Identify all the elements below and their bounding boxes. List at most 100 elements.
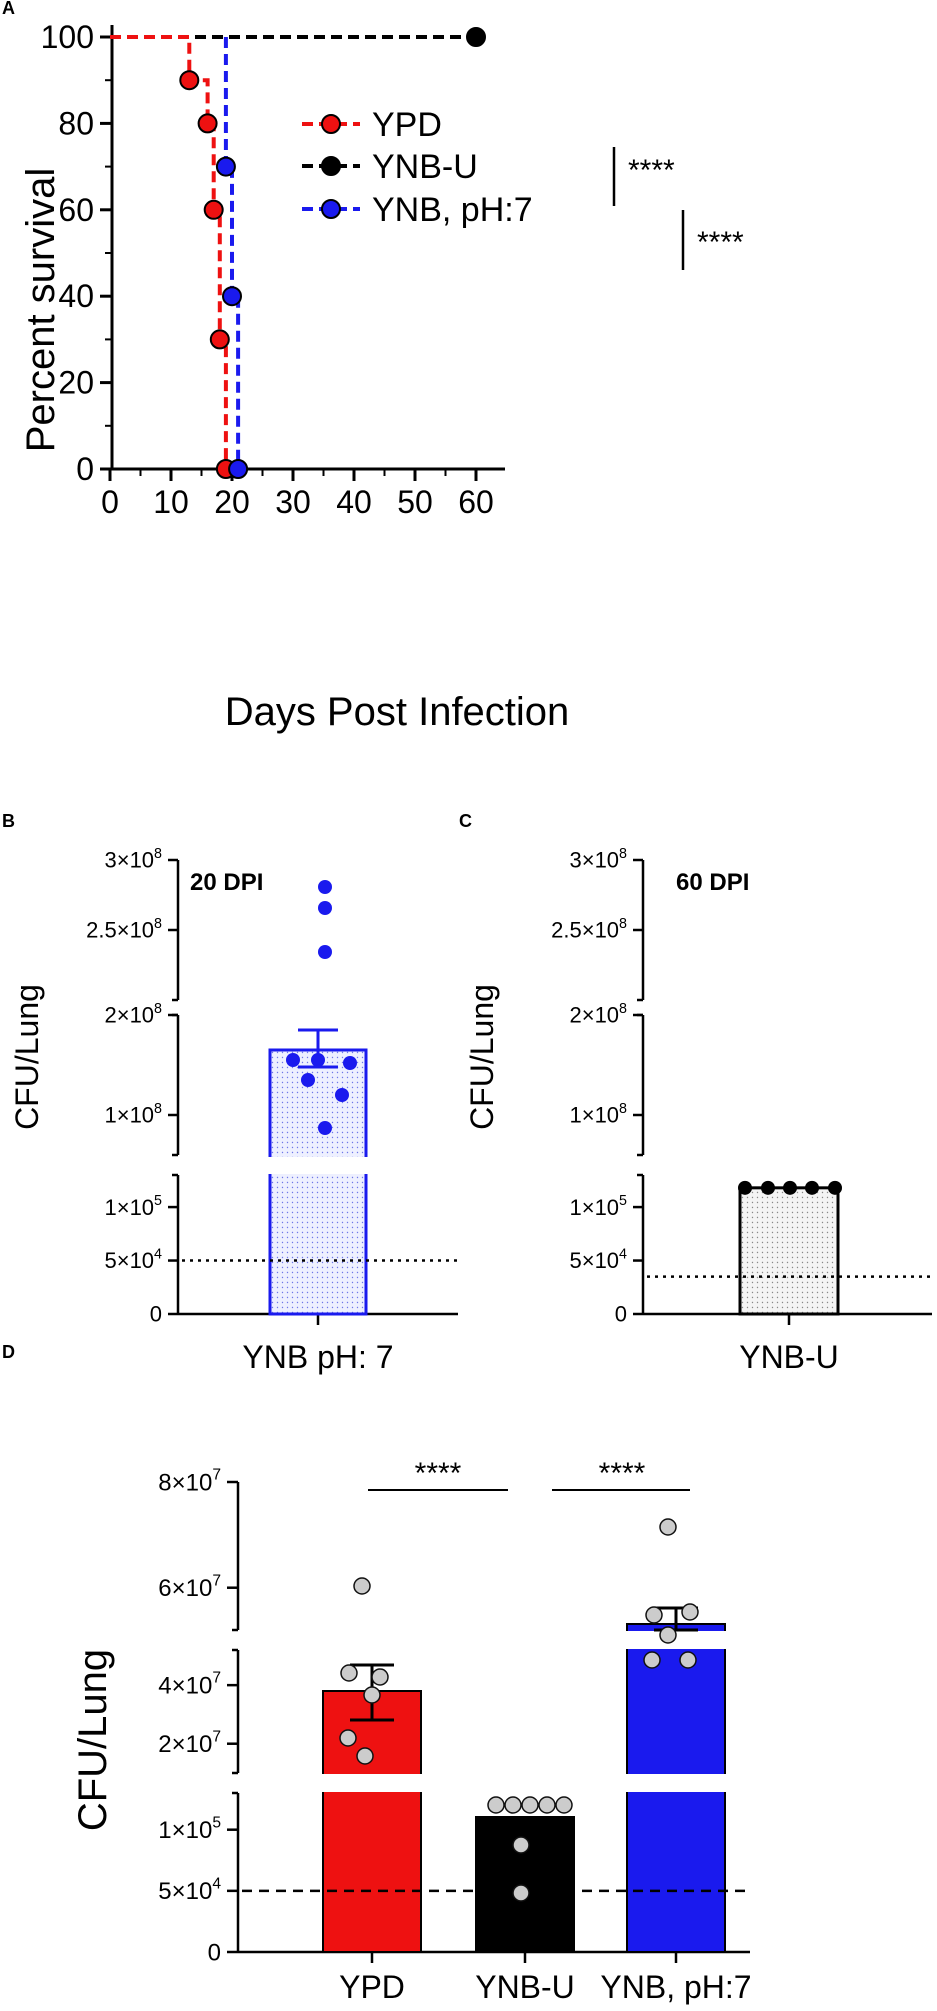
data-point	[371, 1668, 389, 1686]
y-tick-label: 2.5×108	[551, 916, 627, 943]
panel-c-marks	[647, 1180, 932, 1316]
y-tick-label: 2×108	[569, 1001, 627, 1028]
survival-point	[222, 286, 242, 307]
panel-b-ylabel: CFU/Lung	[9, 984, 45, 1130]
data-point	[521, 1796, 539, 1814]
legend-label: YNB, pH:7	[372, 191, 533, 229]
data-point	[356, 1747, 374, 1765]
data-point	[761, 1180, 775, 1195]
survival-point	[228, 459, 249, 479]
data-point	[487, 1796, 505, 1814]
y-tick-label: 4×107	[158, 1670, 221, 1700]
significance-stars: ****	[599, 1457, 646, 1490]
survival-point	[209, 329, 230, 350]
y-tick-label: 2×108	[104, 1001, 162, 1028]
data-point	[555, 1796, 573, 1814]
x-tick-label: 50	[397, 484, 433, 520]
panel-a-significance: **** ****	[612, 147, 744, 270]
panel-a-xlabel: Days Post Infection	[225, 690, 570, 734]
panel-c-ylabel: CFU/Lung	[464, 984, 500, 1130]
bar-ynb-u	[738, 1186, 840, 1316]
panel-a-legend: YPD YNB-U YNB, pH:7	[302, 106, 533, 229]
panel-b-axes: 0 5×104 1×105 1×108 2×108 2.5×108 3×108	[86, 846, 458, 1327]
panel-d-significance: **** ****	[368, 1457, 690, 1491]
data-point	[286, 1053, 300, 1067]
y-tick-label: 20	[58, 365, 94, 401]
data-point	[512, 1836, 530, 1854]
panel-d-category: YPD	[339, 1969, 405, 2005]
survival-point	[197, 113, 218, 134]
y-tick-label: 1×105	[104, 1193, 162, 1220]
panel-a-series	[110, 27, 486, 479]
panel-label-c: C	[459, 811, 472, 831]
y-tick-label: 1×105	[158, 1814, 221, 1844]
y-tick-label: 8×107	[158, 1467, 221, 1497]
legend-marker	[321, 114, 341, 134]
y-tick-label: 1×105	[569, 1193, 627, 1220]
panel-b-annotation: 20 DPI	[190, 869, 263, 896]
data-point	[679, 1651, 697, 1669]
data-point	[343, 1056, 357, 1070]
data-point	[828, 1180, 842, 1195]
survival-point	[203, 199, 224, 220]
panel-b: 0 5×104 1×105 1×108 2×108 2.5×108 3×108 20 DPI…	[9, 846, 458, 1375]
y-tick-label: 40	[58, 278, 94, 314]
y-tick-label: 0	[615, 1302, 627, 1327]
axis-break-gap	[268, 1157, 368, 1174]
data-point	[805, 1180, 819, 1195]
data-point	[339, 1729, 357, 1747]
x-tick-label: 0	[101, 484, 119, 520]
panel-d-marks	[242, 1518, 750, 1953]
panel-d-category: YNB, pH:7	[600, 1969, 751, 2005]
x-tick-label: 10	[153, 484, 189, 520]
x-tick-label: 60	[458, 484, 494, 520]
data-point	[645, 1606, 663, 1624]
data-point	[340, 1664, 358, 1682]
y-tick-label: 1×108	[104, 1101, 162, 1128]
y-tick-label: 5×104	[104, 1246, 162, 1273]
survival-line-blue	[223, 37, 241, 469]
panel-d: 0 5×104 1×105 2×107 4×107 6×107 8×107 CFU/Lung…	[71, 1457, 752, 2005]
data-point	[363, 1686, 381, 1704]
data-point	[643, 1651, 661, 1669]
panel-c: 0 5×104 1×105 1×108 2×108 2.5×108 3×108 60 DPI…	[464, 846, 932, 1375]
panel-label-b: B	[2, 811, 15, 831]
x-tick-label: 40	[336, 484, 372, 520]
y-tick-label: 0	[150, 1302, 162, 1327]
panel-d-ylabel: CFU/Lung	[71, 1649, 115, 1831]
legend-marker	[321, 156, 341, 176]
data-point	[681, 1603, 699, 1621]
data-point	[318, 901, 332, 915]
data-point	[311, 1053, 325, 1067]
data-point	[318, 880, 332, 894]
y-tick-label: 1×108	[569, 1101, 627, 1128]
y-tick-label: 2.5×108	[86, 916, 162, 943]
significance-stars: ****	[697, 226, 744, 259]
panel-a-ylabel: Percent survival	[19, 168, 63, 453]
y-tick-label: 5×104	[158, 1875, 221, 1905]
y-tick-label: 3×108	[104, 846, 162, 873]
data-point	[738, 1180, 752, 1195]
y-tick-label: 2×107	[158, 1728, 221, 1758]
panel-a: 0 20 40 60 80 100 0 10 20 30 40 50 60 Percent surviv…	[19, 19, 744, 734]
y-tick-label: 0	[208, 1939, 221, 1966]
y-tick-label: 5×104	[569, 1246, 627, 1273]
x-tick-label: 20	[214, 484, 250, 520]
data-point	[783, 1180, 797, 1195]
survival-point	[466, 27, 486, 47]
data-point	[659, 1518, 677, 1536]
panel-b-marks	[182, 880, 458, 1316]
data-point	[538, 1796, 556, 1814]
y-tick-label: 3×108	[569, 846, 627, 873]
legend-marker	[321, 199, 341, 219]
significance-stars: ****	[415, 1457, 462, 1490]
y-tick-label: 80	[58, 105, 94, 141]
y-tick-label: 100	[41, 19, 94, 55]
panel-c-category: YNB-U	[739, 1339, 839, 1375]
data-point	[335, 1088, 349, 1102]
data-point	[512, 1884, 530, 1902]
panel-b-category: YNB pH: 7	[242, 1339, 393, 1375]
axis-break-gap	[300, 1774, 730, 1792]
data-point	[659, 1626, 677, 1644]
